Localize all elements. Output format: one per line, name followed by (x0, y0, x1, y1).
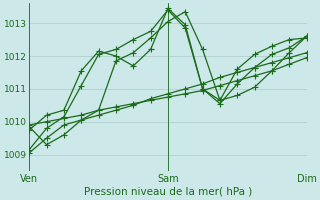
X-axis label: Pression niveau de la mer( hPa ): Pression niveau de la mer( hPa ) (84, 187, 252, 197)
